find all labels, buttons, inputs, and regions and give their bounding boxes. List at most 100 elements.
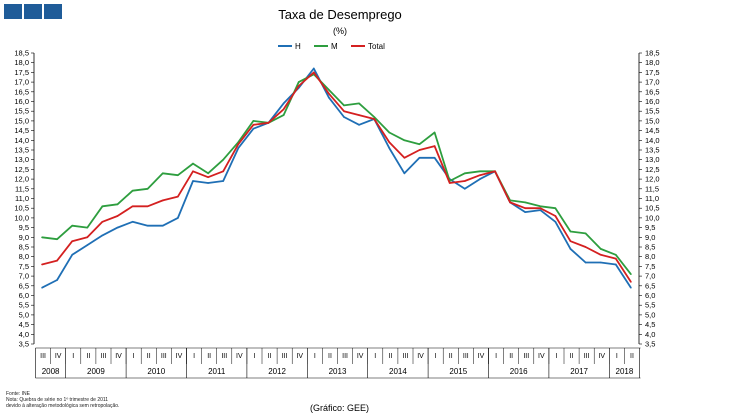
data-point-m bbox=[116, 203, 119, 206]
y-tick-label-left: 3,5 bbox=[19, 340, 29, 349]
data-point-h bbox=[403, 172, 406, 175]
data-point-total bbox=[554, 215, 557, 217]
data-point-total bbox=[433, 145, 436, 147]
chart-credit: (Gráfico: GEE) bbox=[310, 403, 370, 413]
y-tick-label-right: 17,0 bbox=[645, 78, 660, 87]
y-tick-label-right: 18,5 bbox=[645, 49, 660, 58]
data-point-m bbox=[86, 226, 89, 229]
quarter-label: II bbox=[570, 353, 574, 360]
data-point-h bbox=[146, 224, 149, 227]
data-point-h bbox=[71, 253, 73, 256]
logo-block-3 bbox=[44, 4, 62, 19]
data-point-h bbox=[207, 182, 209, 184]
data-point-total bbox=[101, 220, 104, 223]
quarter-label: III bbox=[161, 353, 167, 360]
data-point-h bbox=[56, 279, 58, 281]
data-point-m bbox=[207, 172, 209, 175]
data-point-total bbox=[146, 205, 149, 208]
data-point-total bbox=[297, 85, 300, 87]
data-point-h bbox=[343, 116, 345, 118]
quarter-label: IV bbox=[478, 353, 485, 360]
y-tick-label-right: 13,5 bbox=[645, 146, 660, 155]
data-point-total bbox=[267, 122, 270, 124]
data-point-total bbox=[479, 174, 481, 177]
quarter-label: IV bbox=[55, 353, 62, 360]
y-tick-label-right: 11,5 bbox=[645, 184, 659, 193]
data-point-h bbox=[116, 226, 119, 229]
data-point-total bbox=[56, 259, 58, 262]
data-point-total bbox=[388, 141, 391, 144]
x-axis-labels: III IV I II III IV I II III IV I II III IV I II III IV I II… bbox=[35, 347, 641, 379]
data-point-total bbox=[584, 246, 587, 248]
data-point-m bbox=[297, 81, 300, 83]
y-tick-label-left: 16,5 bbox=[14, 87, 29, 96]
data-point-h bbox=[313, 67, 315, 70]
data-point-m bbox=[554, 207, 557, 209]
y-tick-label-left: 18,0 bbox=[14, 58, 29, 67]
y-tick-label-left: 5,0 bbox=[19, 310, 29, 319]
y-tick-label-right: 16,0 bbox=[645, 97, 660, 106]
quarter-label: III bbox=[40, 353, 46, 360]
footnote-source: Fonte: INE bbox=[6, 391, 30, 397]
data-point-m bbox=[373, 116, 376, 118]
quarter-label: II bbox=[328, 353, 332, 360]
y-tick-label-right: 9,0 bbox=[645, 233, 655, 242]
data-point-m bbox=[177, 174, 179, 177]
y-tick-label-left: 9,0 bbox=[19, 233, 29, 242]
y-tick-label-right: 15,0 bbox=[645, 116, 660, 125]
y-tick-label-right: 7,0 bbox=[645, 272, 655, 281]
quarter-label: I bbox=[435, 353, 437, 360]
data-point-total bbox=[403, 156, 406, 159]
legend: H M Total bbox=[278, 42, 385, 51]
y-tick-label-left: 18,5 bbox=[14, 49, 29, 58]
y-tick-label-left: 14,5 bbox=[14, 126, 29, 135]
quarter-label: III bbox=[101, 353, 107, 360]
data-point-m bbox=[403, 139, 406, 142]
year-label: 2018 bbox=[616, 367, 634, 376]
y-tick-label-right: 16,5 bbox=[645, 87, 660, 96]
quarter-label: II bbox=[449, 353, 453, 360]
data-point-h bbox=[358, 123, 360, 126]
y-tick-label-left: 15,0 bbox=[14, 116, 29, 125]
quarter-label: I bbox=[314, 353, 316, 360]
quarter-label: II bbox=[86, 353, 90, 360]
data-point-h bbox=[131, 220, 134, 223]
data-point-m bbox=[433, 131, 436, 134]
data-point-m bbox=[146, 188, 149, 190]
quarter-label: IV bbox=[296, 353, 303, 360]
quarter-label: IV bbox=[236, 353, 243, 360]
data-point-m bbox=[358, 102, 360, 105]
series-line-total bbox=[41, 71, 632, 283]
y-tick-label-left: 7,0 bbox=[19, 272, 29, 281]
y-tick-label-left: 5,5 bbox=[19, 301, 29, 310]
data-point-total bbox=[41, 263, 43, 266]
data-point-total bbox=[222, 170, 224, 173]
data-point-h bbox=[554, 220, 557, 223]
y-tick-label-left: 12,5 bbox=[14, 165, 29, 174]
y-tick-label-right: 13,0 bbox=[645, 155, 660, 164]
data-point-h bbox=[479, 178, 481, 180]
y-tick-label-right: 5,5 bbox=[645, 301, 655, 310]
y-tick-label-left: 11,5 bbox=[15, 184, 29, 193]
data-point-total bbox=[524, 207, 526, 209]
quarter-label: III bbox=[584, 353, 590, 360]
data-point-total bbox=[116, 215, 119, 217]
data-point-total bbox=[630, 281, 632, 283]
data-point-h bbox=[237, 147, 240, 149]
data-point-h bbox=[192, 180, 194, 182]
data-point-m bbox=[56, 238, 58, 241]
y-tick-label-left: 17,5 bbox=[14, 68, 29, 77]
year-label: 2017 bbox=[570, 367, 588, 376]
year-label: 2011 bbox=[208, 367, 226, 376]
quarter-label: III bbox=[463, 353, 469, 360]
quarter-label: I bbox=[374, 353, 376, 360]
data-point-total bbox=[599, 253, 602, 256]
y-tick-label-right: 8,5 bbox=[645, 243, 655, 252]
y-tick-label-left: 12,0 bbox=[14, 175, 29, 184]
quarter-label: IV bbox=[598, 353, 605, 360]
footnote-note-line2: devido à alteração metodológica sem retr… bbox=[6, 403, 120, 409]
data-point-m bbox=[479, 170, 481, 173]
series-line-h bbox=[41, 67, 632, 289]
quarter-label: I bbox=[133, 353, 135, 360]
